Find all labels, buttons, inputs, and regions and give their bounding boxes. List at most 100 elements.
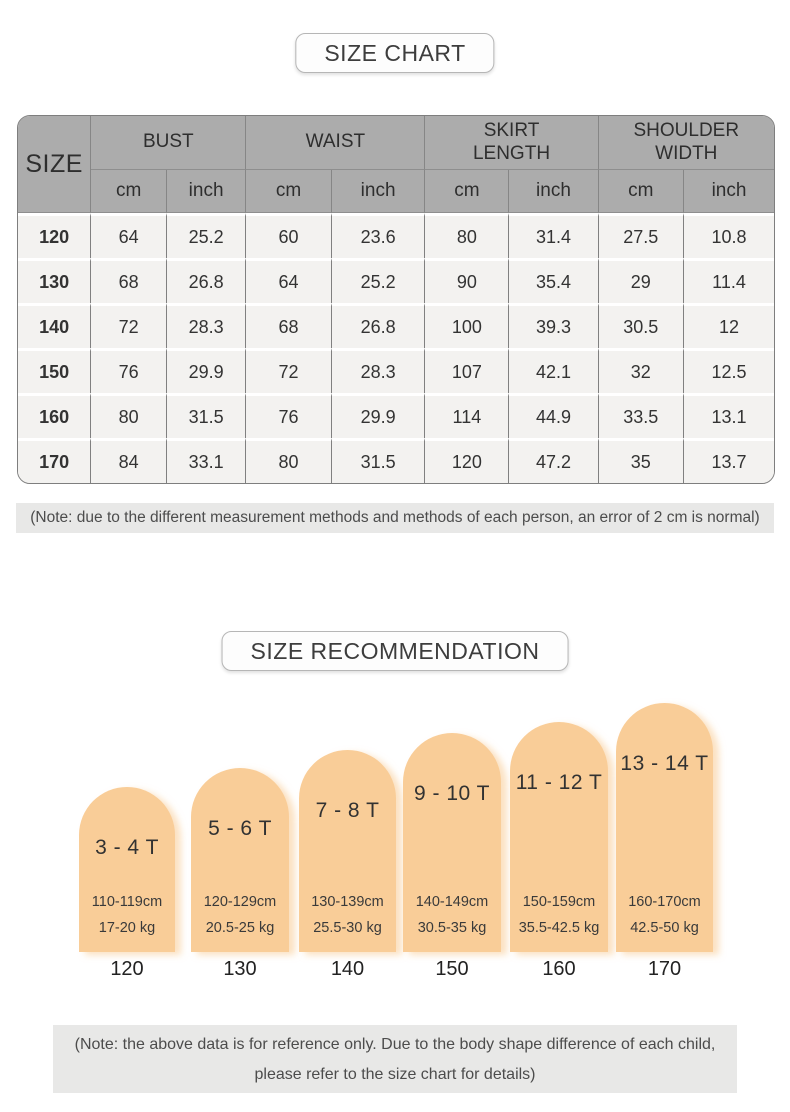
unit-header-inch: inch bbox=[331, 170, 426, 213]
value-cell: 64 bbox=[246, 258, 332, 303]
value-cell: 107 bbox=[425, 348, 510, 393]
table-row: 170 84 33.1 80 31.5 120 47.2 35 13.7 bbox=[18, 438, 774, 483]
column-header-shoulder-width: SHOULDER WIDTH bbox=[598, 116, 774, 170]
size-cell: 120 bbox=[18, 213, 92, 258]
value-cell: 120 bbox=[425, 438, 510, 483]
value-cell: 35.4 bbox=[509, 258, 599, 303]
height-range-label: 110-119cm bbox=[91, 894, 163, 910]
value-cell: 26.8 bbox=[331, 303, 426, 348]
value-cell: 23.6 bbox=[331, 213, 426, 258]
arch-shape: 9 - 10 T 140-149cm 30.5-35 kg bbox=[403, 733, 501, 952]
arch-meta: 150-159cm 35.5-42.5 kg bbox=[510, 889, 608, 941]
size-cell: 140 bbox=[18, 303, 92, 348]
weight-range-label: 20.5-25 kg bbox=[205, 920, 275, 936]
weight-range-label: 17-20 kg bbox=[98, 920, 156, 936]
arch-meta: 120-129cm 20.5-25 kg bbox=[191, 889, 289, 941]
arch-meta: 130-139cm 25.5-30 kg bbox=[299, 889, 396, 941]
arch-size-label: 160 bbox=[542, 958, 576, 980]
weight-range-label: 30.5-35 kg bbox=[417, 920, 487, 936]
column-header-bust: BUST bbox=[91, 116, 247, 170]
value-cell: 27.5 bbox=[598, 213, 684, 258]
value-cell: 32 bbox=[598, 348, 684, 393]
age-range-label: 13 - 14 T bbox=[620, 752, 709, 775]
age-arch: 11 - 12 T 150-159cm 35.5-42.5 kg 160 bbox=[510, 722, 608, 981]
value-cell: 31.4 bbox=[509, 213, 599, 258]
value-cell: 100 bbox=[425, 303, 510, 348]
size-chart-title: SIZE CHART bbox=[295, 33, 495, 73]
height-range-label: 140-149cm bbox=[415, 894, 489, 910]
age-arch: 7 - 8 T 130-139cm 25.5-30 kg 140 bbox=[299, 750, 396, 981]
reference-note-line1: (Note: the above data is for reference o… bbox=[74, 1036, 716, 1053]
arch-size-label: 170 bbox=[647, 958, 682, 980]
table-row: 140 72 28.3 68 26.8 100 39.3 30.5 12 bbox=[18, 303, 774, 348]
height-range-label: 130-139cm bbox=[311, 894, 384, 910]
value-cell: 33.5 bbox=[598, 393, 684, 438]
age-range-label: 11 - 12 T bbox=[515, 771, 603, 794]
value-cell: 28.3 bbox=[331, 348, 426, 393]
value-cell: 29.9 bbox=[166, 348, 247, 393]
arch-shape: 3 - 4 T 110-119cm 17-20 kg bbox=[79, 787, 175, 952]
value-cell: 72 bbox=[246, 348, 332, 393]
size-cell: 150 bbox=[18, 348, 92, 393]
arch-shape: 7 - 8 T 130-139cm 25.5-30 kg bbox=[299, 750, 396, 952]
value-cell: 13.7 bbox=[683, 438, 774, 483]
value-cell: 76 bbox=[246, 393, 332, 438]
value-cell: 72 bbox=[91, 303, 167, 348]
arch-shape: 13 - 14 T 160-170cm 42.5-50 kg bbox=[616, 703, 713, 952]
arch-meta: 140-149cm 30.5-35 kg bbox=[403, 889, 501, 941]
size-cell: 160 bbox=[18, 393, 92, 438]
arch-meta: 160-170cm 42.5-50 kg bbox=[616, 889, 713, 941]
size-table-grid: SIZE BUST WAIST SKIRT LENGTH SHOULDER WI… bbox=[18, 116, 774, 483]
height-range-label: 160-170cm bbox=[628, 894, 701, 910]
value-cell: 26.8 bbox=[166, 258, 247, 303]
arch-size-label: 130 bbox=[223, 958, 257, 980]
arch-size-label: 120 bbox=[110, 958, 144, 980]
measurement-note: (Note: due to the different measurement … bbox=[16, 503, 774, 533]
age-range-label: 7 - 8 T bbox=[315, 799, 380, 822]
size-table: SIZE BUST WAIST SKIRT LENGTH SHOULDER WI… bbox=[17, 115, 775, 484]
age-range-label: 9 - 10 T bbox=[414, 782, 490, 805]
table-row: 130 68 26.8 64 25.2 90 35.4 29 11.4 bbox=[18, 258, 774, 303]
age-arch: 9 - 10 T 140-149cm 30.5-35 kg 150 bbox=[403, 733, 501, 981]
value-cell: 84 bbox=[91, 438, 167, 483]
age-arch: 3 - 4 T 110-119cm 17-20 kg 120 bbox=[79, 787, 175, 981]
arch-shape: 5 - 6 T 120-129cm 20.5-25 kg bbox=[191, 768, 289, 952]
value-cell: 30.5 bbox=[598, 303, 684, 348]
age-arch: 13 - 14 T 160-170cm 42.5-50 kg 170 bbox=[616, 703, 713, 981]
value-cell: 29 bbox=[598, 258, 684, 303]
column-header-size: SIZE bbox=[18, 116, 92, 213]
unit-header-cm: cm bbox=[246, 170, 332, 213]
value-cell: 10.8 bbox=[683, 213, 774, 258]
reference-note: (Note: the above data is for reference o… bbox=[53, 1025, 737, 1093]
unit-header-inch: inch bbox=[683, 170, 774, 213]
value-cell: 60 bbox=[246, 213, 332, 258]
value-cell: 35 bbox=[598, 438, 684, 483]
height-range-label: 150-159cm bbox=[522, 894, 596, 910]
value-cell: 31.5 bbox=[331, 438, 426, 483]
unit-header-cm: cm bbox=[598, 170, 684, 213]
arch-size-label: 150 bbox=[435, 958, 469, 980]
table-row: 120 64 25.2 60 23.6 80 31.4 27.5 10.8 bbox=[18, 213, 774, 258]
unit-header-inch: inch bbox=[166, 170, 247, 213]
value-cell: 114 bbox=[425, 393, 510, 438]
value-cell: 13.1 bbox=[683, 393, 774, 438]
value-cell: 33.1 bbox=[166, 438, 247, 483]
age-range-label: 3 - 4 T bbox=[95, 836, 159, 859]
value-cell: 47.2 bbox=[509, 438, 599, 483]
table-row: 150 76 29.9 72 28.3 107 42.1 32 12.5 bbox=[18, 348, 774, 393]
column-header-waist: WAIST bbox=[246, 116, 426, 170]
value-cell: 68 bbox=[91, 258, 167, 303]
arch-size-label: 140 bbox=[330, 958, 365, 980]
value-cell: 80 bbox=[246, 438, 332, 483]
arch-meta: 110-119cm 17-20 kg bbox=[79, 889, 175, 941]
unit-header-cm: cm bbox=[425, 170, 510, 213]
value-cell: 25.2 bbox=[331, 258, 426, 303]
weight-range-label: 42.5-50 kg bbox=[630, 920, 699, 936]
size-cell: 170 bbox=[18, 438, 92, 483]
value-cell: 12.5 bbox=[683, 348, 774, 393]
column-header-skirt-length: SKIRT LENGTH bbox=[425, 116, 599, 170]
value-cell: 25.2 bbox=[166, 213, 247, 258]
unit-header-cm: cm bbox=[91, 170, 167, 213]
value-cell: 29.9 bbox=[331, 393, 426, 438]
value-cell: 90 bbox=[425, 258, 510, 303]
